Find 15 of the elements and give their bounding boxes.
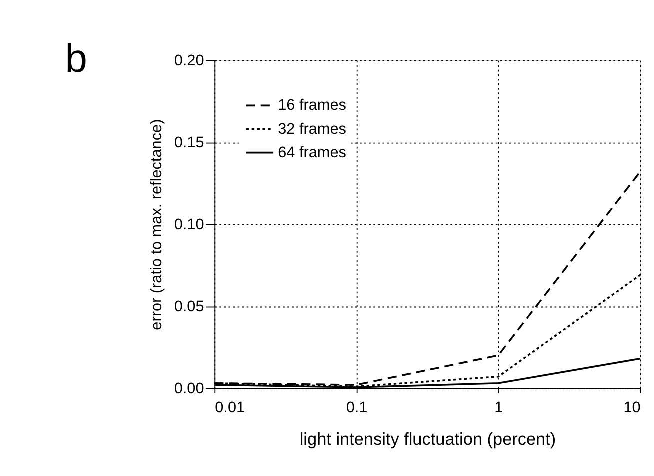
x-axis-title: light intensity fluctuation (percent) bbox=[300, 428, 556, 449]
x-tick-label: 10 bbox=[624, 399, 641, 416]
x-tick-label: 0.01 bbox=[215, 399, 246, 416]
y-tick-label: 0.20 bbox=[174, 52, 204, 70]
y-tick-label: 0.10 bbox=[174, 216, 204, 234]
x-tick-label: 1 bbox=[494, 399, 504, 416]
y-tick-label: 0.00 bbox=[174, 380, 204, 398]
y-axis-title: error (ratio to max. reflectance) bbox=[148, 119, 166, 330]
legend-label: 64 frames bbox=[278, 144, 347, 162]
legend-label: 32 frames bbox=[278, 120, 347, 138]
legend-label: 16 frames bbox=[278, 97, 347, 114]
x-tick-label: 0.1 bbox=[346, 399, 368, 416]
text: b bbox=[65, 37, 88, 82]
y-tick-label: 0.15 bbox=[174, 134, 204, 152]
y-tick-label: 0.05 bbox=[174, 298, 204, 316]
